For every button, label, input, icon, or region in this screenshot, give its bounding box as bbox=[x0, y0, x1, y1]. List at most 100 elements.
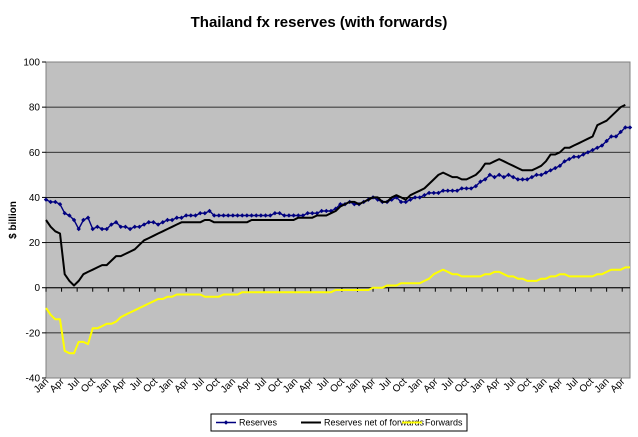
reserves-point-117 bbox=[590, 147, 595, 153]
reserves-point-37 bbox=[216, 213, 222, 218]
reserves-point-24 bbox=[155, 222, 161, 227]
reserves-point-100 bbox=[511, 174, 516, 180]
reserves-point-31 bbox=[188, 213, 194, 218]
series-line-2 bbox=[45, 266, 630, 355]
reserves-point-46 bbox=[258, 213, 264, 218]
reserves-point-6 bbox=[71, 217, 77, 223]
reserves-point-125 bbox=[627, 125, 633, 130]
legend: Reserves Reserves net of forwards Forwards bbox=[210, 413, 468, 432]
x-tick-label-37: Apr bbox=[609, 376, 628, 395]
reserves-point-4 bbox=[62, 211, 67, 216]
reserves-point-84 bbox=[436, 190, 441, 196]
reserves-point-52 bbox=[286, 213, 292, 218]
reserves-point-49 bbox=[272, 211, 278, 216]
y-tick-label-3: 20 bbox=[29, 238, 41, 249]
y-tick-label-6: 80 bbox=[29, 103, 41, 114]
y-tick-label-5: 60 bbox=[29, 148, 41, 159]
reserves-point-90 bbox=[464, 186, 469, 191]
reserves-point-113 bbox=[571, 154, 577, 159]
x-tick-label-22: Jul bbox=[377, 376, 394, 393]
reserves-point-80 bbox=[417, 195, 422, 200]
y-tick-label-0: -40 bbox=[26, 374, 41, 385]
reserves-point-59 bbox=[319, 208, 324, 214]
x-tick-label-18: Jul bbox=[315, 376, 332, 393]
reserves-point-98 bbox=[501, 174, 507, 180]
reserves-point-114 bbox=[576, 154, 581, 159]
y-tick-label-7: 100 bbox=[23, 58, 40, 69]
x-tick-label-14: Jul bbox=[252, 376, 269, 393]
legend-label-0: Reserves bbox=[239, 418, 278, 428]
reserves-point-21 bbox=[141, 222, 147, 227]
series-line-1 bbox=[45, 103, 626, 287]
reserves-point-60 bbox=[324, 208, 329, 214]
reserves-point-107 bbox=[543, 170, 549, 175]
reserves-point-58 bbox=[314, 211, 320, 216]
y-tick-label-1: -20 bbox=[26, 328, 41, 339]
reserves-point-16 bbox=[118, 224, 123, 229]
reserves-point-96 bbox=[492, 174, 497, 180]
reserves-point-51 bbox=[282, 213, 287, 218]
reserves-point-11 bbox=[95, 224, 100, 229]
reserves-point-3 bbox=[57, 202, 63, 207]
reserves-point-109 bbox=[553, 165, 558, 171]
reserves-point-13 bbox=[104, 226, 109, 232]
reserves-point-2 bbox=[53, 199, 58, 205]
reserves-point-123 bbox=[618, 129, 623, 135]
reserves-point-10 bbox=[90, 226, 95, 232]
reserves-point-35 bbox=[207, 208, 212, 214]
reserves-point-81 bbox=[422, 192, 427, 198]
reserves-point-30 bbox=[183, 213, 189, 218]
reserves-point-55 bbox=[300, 213, 306, 218]
chart-title: Thailand fx reserves (with forwards) bbox=[191, 14, 448, 31]
reserves-point-106 bbox=[539, 172, 544, 178]
reserves-point-33 bbox=[197, 211, 203, 216]
x-tick-label-30: Jul bbox=[501, 376, 518, 393]
x-tick-label-6: Jul bbox=[128, 376, 145, 393]
reserves-point-111 bbox=[562, 159, 567, 164]
reserves-point-57 bbox=[310, 211, 315, 216]
reserves-point-34 bbox=[202, 211, 208, 216]
y-tick-label-4: 40 bbox=[29, 193, 41, 204]
reserves-point-50 bbox=[277, 211, 282, 216]
x-tick-label-2: Jul bbox=[65, 376, 82, 393]
reserves-point-76 bbox=[398, 199, 404, 205]
reserves-point-8 bbox=[81, 217, 86, 223]
reserves-point-77 bbox=[403, 199, 408, 205]
reserves-point-29 bbox=[179, 215, 184, 220]
plot-area bbox=[45, 61, 631, 379]
reserves-point-105 bbox=[534, 172, 539, 178]
reserves-point-82 bbox=[426, 190, 432, 196]
x-tick-label-26: Jul bbox=[439, 376, 456, 393]
reserves-point-32 bbox=[193, 213, 198, 218]
reserves-point-91 bbox=[468, 186, 474, 191]
y-tick-label-2: 0 bbox=[34, 283, 40, 294]
reserves-point-87 bbox=[450, 188, 455, 193]
reserves-point-110 bbox=[557, 163, 563, 169]
reserves-point-19 bbox=[132, 224, 137, 229]
reserves-point-108 bbox=[548, 168, 553, 173]
reserves-point-99 bbox=[506, 172, 511, 178]
reserves-point-120 bbox=[604, 138, 609, 144]
y-axis-label: $ billion bbox=[8, 201, 19, 239]
reserves-point-48 bbox=[268, 213, 273, 218]
reserves-point-5 bbox=[67, 213, 72, 218]
reserves-point-45 bbox=[254, 213, 259, 218]
reserves-point-9 bbox=[85, 215, 91, 220]
reserves-point-97 bbox=[496, 172, 502, 178]
reserves-point-89 bbox=[459, 186, 465, 191]
legend-box bbox=[210, 413, 468, 432]
reserves-point-26 bbox=[165, 217, 170, 223]
reserves-point-86 bbox=[445, 188, 450, 193]
reserves-point-40 bbox=[230, 213, 236, 218]
reserves-point-116 bbox=[585, 150, 591, 155]
reserves-point-12 bbox=[99, 226, 105, 232]
reserves-point-102 bbox=[520, 177, 525, 182]
reserves-point-85 bbox=[440, 188, 446, 193]
reserves-point-1 bbox=[48, 199, 53, 205]
reserves-point-38 bbox=[221, 213, 226, 218]
reserves-point-93 bbox=[478, 179, 483, 184]
reserves-point-22 bbox=[146, 220, 151, 225]
legend-marker-0 bbox=[223, 420, 229, 425]
reserves-point-43 bbox=[244, 213, 250, 218]
